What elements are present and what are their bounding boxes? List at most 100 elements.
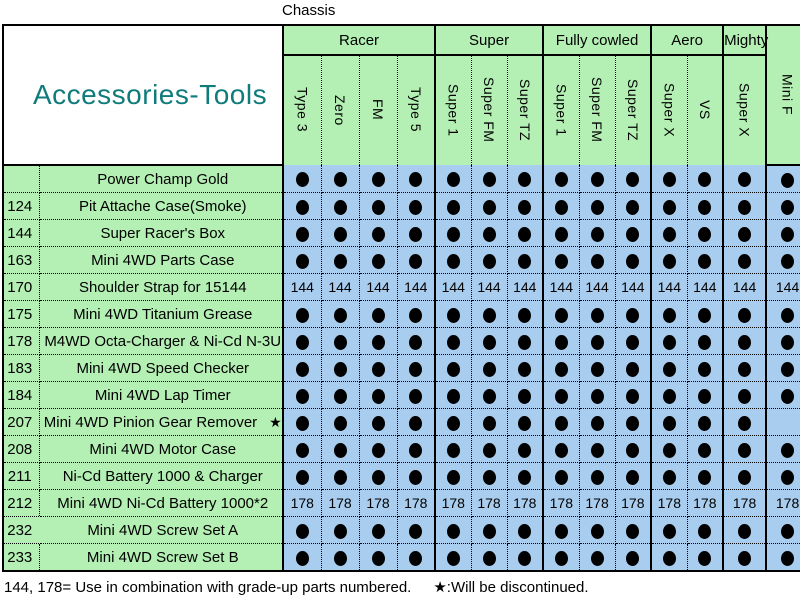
cell-compatible-dot xyxy=(723,462,768,490)
cell-compatible-dot xyxy=(435,327,472,355)
cell-compatible-dot xyxy=(543,327,580,355)
row-item-name: Ni-Cd Battery 1000 & Charger xyxy=(39,462,285,490)
cell-compatible-dot xyxy=(579,408,616,436)
cell-compatible-dot xyxy=(359,219,398,247)
cell-compatible-dot xyxy=(615,516,653,544)
table-row: 184 Mini 4WD Lap Timer xyxy=(3,381,800,409)
cell-compatible-dot xyxy=(283,300,322,328)
cell-compatible-dot xyxy=(283,381,322,409)
cell-compatible-dot xyxy=(321,192,360,220)
row-item-number: 144 xyxy=(3,219,40,247)
filled-circle-icon xyxy=(626,550,640,566)
filled-circle-icon xyxy=(446,523,460,539)
filled-circle-icon xyxy=(554,253,568,269)
column-header-type-3: Type 3 xyxy=(282,55,322,165)
group-header-mighty: Mighty xyxy=(722,25,768,56)
row-item-name: Mini 4WD Titanium Grease xyxy=(39,300,285,328)
filled-circle-icon xyxy=(662,226,676,242)
cell-compatible-dot xyxy=(765,435,800,463)
cell-compatible-dot xyxy=(615,300,653,328)
filled-circle-icon xyxy=(409,253,423,269)
cell-note-number: 144 xyxy=(579,273,616,301)
filled-circle-icon xyxy=(662,334,676,350)
cell-compatible-dot xyxy=(651,327,688,355)
cell-compatible-dot xyxy=(543,354,580,382)
row-item-name: Mini 4WD Lap Timer xyxy=(39,381,285,409)
filled-circle-icon xyxy=(295,388,309,404)
cell-compatible-dot xyxy=(507,219,545,247)
cell-note-number: 178 xyxy=(283,489,322,517)
filled-circle-icon xyxy=(781,388,795,404)
filled-circle-icon xyxy=(482,172,496,188)
cell-compatible-dot xyxy=(507,435,545,463)
cell-compatible-dot xyxy=(687,354,725,382)
filled-circle-icon xyxy=(781,226,795,242)
filled-circle-icon xyxy=(295,415,309,431)
filled-circle-icon xyxy=(482,199,496,215)
filled-circle-icon xyxy=(662,550,676,566)
cell-compatible-dot xyxy=(435,354,472,382)
cell-compatible-dot xyxy=(321,327,360,355)
cell-compatible-dot xyxy=(579,462,616,490)
cell-compatible-dot xyxy=(723,246,768,274)
cell-compatible-dot xyxy=(321,300,360,328)
column-header-aero-super-x: Super X xyxy=(651,55,688,165)
cell-compatible-dot xyxy=(397,219,437,247)
filled-circle-icon xyxy=(333,307,347,323)
cell-compatible-dot xyxy=(397,246,437,274)
footnote: 144, 178= Use in combination with grade-… xyxy=(4,578,589,598)
cell-compatible-dot xyxy=(651,165,688,193)
row-item-name: M4WD Octa-Charger & Ni-Cd N-3U xyxy=(39,327,285,355)
filled-circle-icon xyxy=(554,226,568,242)
cell-compatible-dot xyxy=(687,462,725,490)
filled-circle-icon xyxy=(781,469,795,485)
filled-circle-icon xyxy=(554,550,568,566)
filled-circle-icon xyxy=(590,226,604,242)
filled-circle-icon xyxy=(482,469,496,485)
row-item-number: 175 xyxy=(3,300,40,328)
cell-note-number: 178 xyxy=(321,489,360,517)
cell-compatible-dot xyxy=(321,462,360,490)
table-header: Accessories-Tools Racer Super Fully cowl… xyxy=(3,25,800,166)
cell-compatible-dot xyxy=(397,327,437,355)
cell-note-number: 144 xyxy=(359,273,398,301)
filled-circle-icon xyxy=(626,199,640,215)
cell-compatible-dot xyxy=(359,408,398,436)
table-row: 183 Mini 4WD Speed Checker xyxy=(3,354,800,382)
cell-compatible-dot xyxy=(651,300,688,328)
filled-circle-icon xyxy=(626,172,640,188)
cell-compatible-dot xyxy=(507,327,545,355)
column-header-mini-f-label: Mini F xyxy=(779,73,796,116)
filled-circle-icon xyxy=(482,523,496,539)
compatibility-table: Accessories-Tools Racer Super Fully cowl… xyxy=(2,24,800,572)
cell-compatible-dot xyxy=(723,381,768,409)
cell-compatible-dot xyxy=(765,219,800,247)
filled-circle-icon xyxy=(482,307,496,323)
filled-circle-icon xyxy=(554,307,568,323)
filled-circle-icon xyxy=(333,469,347,485)
cell-compatible-dot xyxy=(723,408,768,436)
cell-compatible-dot xyxy=(471,354,508,382)
cell-note-number: 178 xyxy=(687,489,725,517)
cell-compatible-dot xyxy=(765,516,800,544)
filled-circle-icon xyxy=(781,199,795,215)
filled-circle-icon xyxy=(333,334,347,350)
filled-circle-icon xyxy=(662,199,676,215)
cell-compatible-dot xyxy=(651,435,688,463)
cell-compatible-dot xyxy=(397,435,437,463)
cell-compatible-dot xyxy=(543,462,580,490)
cell-note-number: 178 xyxy=(651,489,688,517)
cell-compatible-dot xyxy=(397,354,437,382)
filled-circle-icon xyxy=(554,415,568,431)
cell-note-number: 144 xyxy=(723,273,768,301)
cell-compatible-dot xyxy=(765,327,800,355)
cell-compatible-dot xyxy=(435,219,472,247)
filled-circle-icon xyxy=(554,442,568,458)
cell-compatible-dot xyxy=(471,543,508,571)
column-header-label: Type 5 xyxy=(407,87,424,133)
cell-compatible-dot xyxy=(651,462,688,490)
cell-note-number: 178 xyxy=(471,489,508,517)
filled-circle-icon xyxy=(446,469,460,485)
cell-compatible-dot xyxy=(579,219,616,247)
